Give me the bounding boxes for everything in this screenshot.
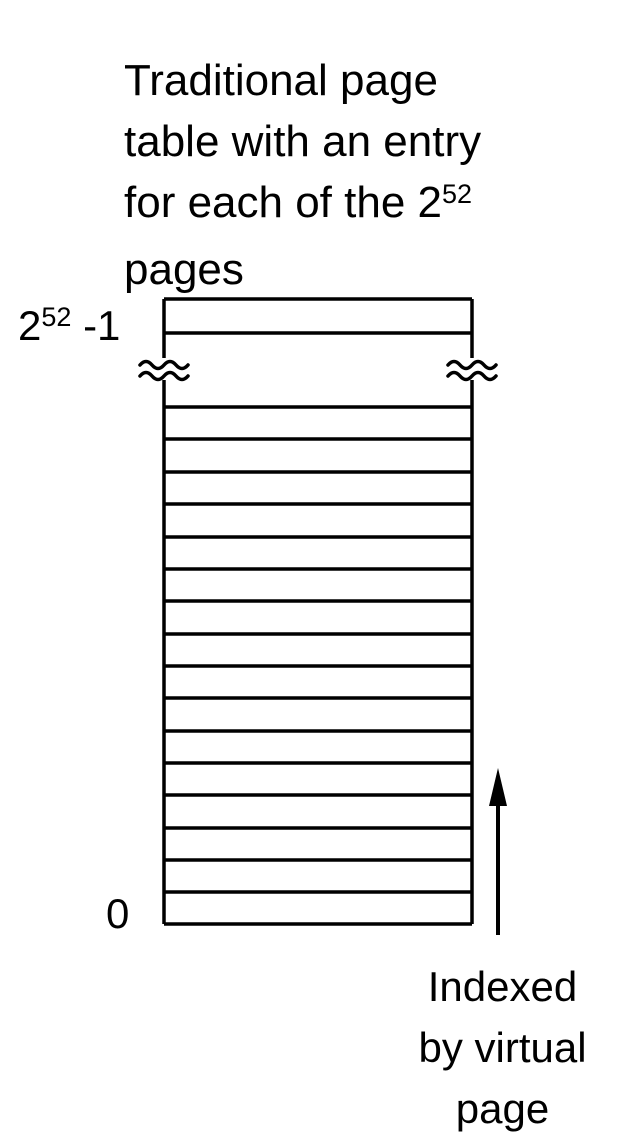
top-index-suffix: -1: [71, 302, 121, 349]
title-line-1: Traditional page: [124, 56, 438, 105]
index-caption: Indexed by virtual page: [395, 956, 610, 1139]
title-line-3: for each of the 252: [124, 172, 604, 239]
title-line-4: pages: [124, 245, 244, 294]
bottom-entry-index-label: 0: [106, 890, 130, 937]
top-index-exponent: 52: [41, 302, 72, 332]
top-index-base: 2: [18, 302, 42, 349]
top-entry-index-label: 252 -1: [18, 300, 120, 357]
title-line-3-text: for each of the 2: [124, 178, 442, 227]
index-caption-line-1: Indexed: [427, 963, 578, 1010]
right-break-mark: [446, 359, 498, 382]
index-arrow-head: [489, 768, 507, 806]
index-caption-line-3: page: [455, 1085, 550, 1132]
index-caption-line-2: by virtual: [418, 1024, 587, 1071]
right-break-gap: [458, 358, 486, 380]
diagram-title: Traditional page table with an entry for…: [124, 50, 604, 300]
left-break-gap: [150, 358, 178, 380]
title-line-2: table with an entry: [124, 117, 482, 166]
left-break-mark: [138, 359, 190, 382]
title-exponent: 52: [442, 179, 473, 209]
